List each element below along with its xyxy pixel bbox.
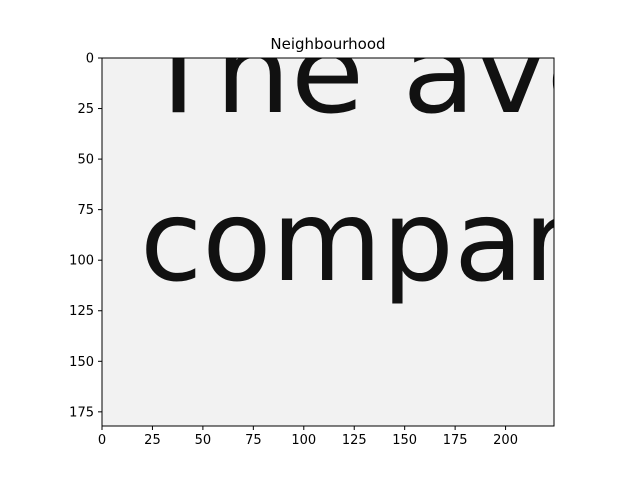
y-tick-label: 100 <box>69 254 94 269</box>
x-tick-label: 150 <box>392 433 417 448</box>
y-axis: 0 25 50 75 100 125 150 175 <box>69 52 102 420</box>
x-tick-label: 100 <box>291 433 316 448</box>
y-tick-label: 75 <box>77 203 94 218</box>
image-text-line-1: The avc <box>141 9 612 139</box>
y-tick-label: 0 <box>86 52 94 67</box>
x-tick-label: 75 <box>245 433 262 448</box>
y-tick-label: 125 <box>69 304 94 319</box>
y-tick-label: 150 <box>69 355 94 370</box>
image-area: The avc compar <box>102 9 612 426</box>
chart-title: Neighbourhood <box>270 35 385 53</box>
y-tick-label: 50 <box>77 153 94 168</box>
x-tick-label: 50 <box>195 433 212 448</box>
x-tick-label: 0 <box>98 433 106 448</box>
y-tick-label: 25 <box>77 102 94 117</box>
x-tick-label: 125 <box>342 433 367 448</box>
image-text-line-2: compar <box>140 177 571 307</box>
x-axis: 0 25 50 75 100 125 150 175 200 <box>98 426 518 448</box>
y-tick-label: 175 <box>69 405 94 420</box>
image-noise <box>102 58 554 426</box>
axes-frame <box>101 57 555 427</box>
x-tick-label: 200 <box>493 433 518 448</box>
x-tick-label: 175 <box>443 433 468 448</box>
x-tick-label: 25 <box>144 433 161 448</box>
